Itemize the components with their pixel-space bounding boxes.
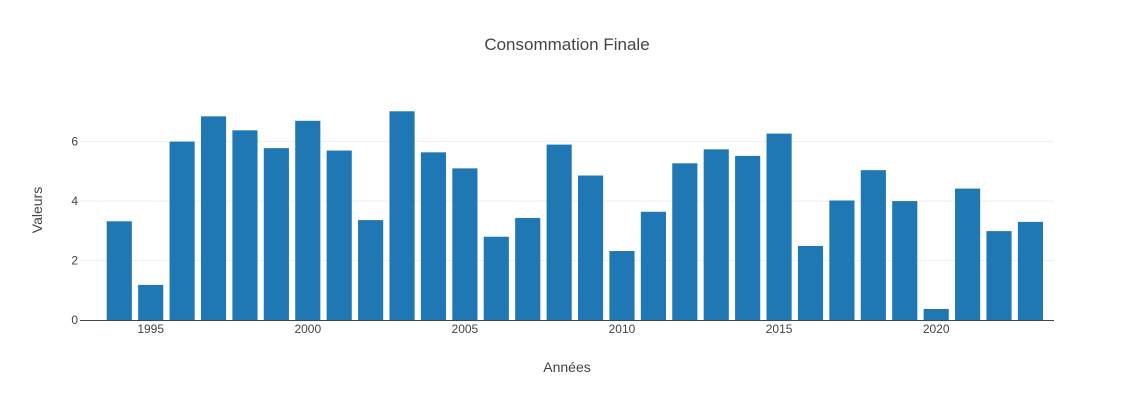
bar <box>326 150 352 320</box>
x-axis-ticks: 1995 2000 2005 2010 2015 2020 <box>137 322 950 336</box>
bar <box>703 149 729 320</box>
bar <box>923 309 949 320</box>
y-axis-title: Valeurs <box>29 187 45 233</box>
bar <box>232 130 258 320</box>
y-axis-ticks: 0 2 4 6 <box>71 135 78 327</box>
y-tick-label: 4 <box>71 194 78 208</box>
bar <box>200 116 227 320</box>
bar <box>860 170 886 320</box>
x-tick-label: 2000 <box>294 322 321 336</box>
bar <box>358 220 384 320</box>
x-tick-label: 2005 <box>452 322 479 336</box>
bar <box>169 141 195 320</box>
bar <box>295 120 321 320</box>
bar <box>766 133 792 320</box>
bar <box>1017 221 1044 320</box>
bar <box>797 245 824 320</box>
bar <box>577 175 604 320</box>
x-tick-label: 2020 <box>923 322 950 336</box>
bar <box>452 168 478 320</box>
bar <box>106 221 132 320</box>
x-tick-label: 1995 <box>137 322 164 336</box>
bar <box>640 211 666 320</box>
bar <box>735 155 761 320</box>
bars <box>106 111 1044 320</box>
bar <box>138 284 164 320</box>
bar <box>986 231 1012 320</box>
chart-title: Consommation Finale <box>484 35 649 54</box>
y-tick-label: 0 <box>71 313 78 327</box>
bar <box>515 218 541 320</box>
bar <box>420 152 447 320</box>
bar <box>483 236 509 320</box>
bar <box>892 201 918 320</box>
bar <box>609 251 635 320</box>
y-tick-label: 6 <box>71 135 78 149</box>
x-tick-label: 2010 <box>609 322 636 336</box>
bar <box>672 163 698 320</box>
bar <box>389 111 415 320</box>
bar <box>546 144 572 320</box>
x-tick-label: 2015 <box>766 322 793 336</box>
bar <box>955 188 981 320</box>
bar <box>829 200 855 320</box>
bar <box>263 148 289 320</box>
x-axis-title: Années <box>543 359 590 375</box>
y-tick-label: 2 <box>71 254 78 268</box>
